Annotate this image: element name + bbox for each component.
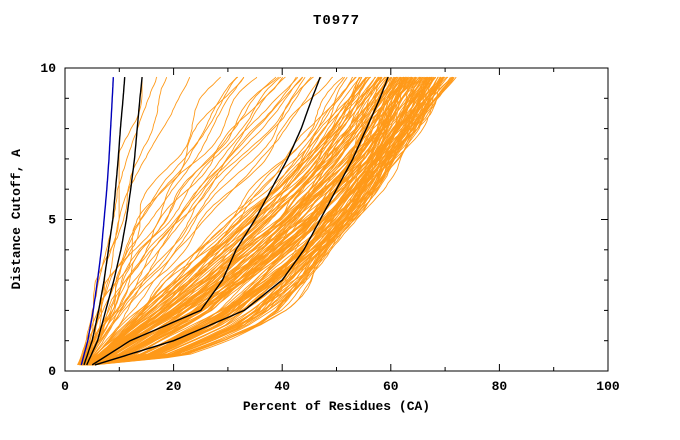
y-axis-label: Distance Cutoff, A — [8, 149, 24, 290]
series-best-model — [80, 77, 114, 366]
chart-title: T0977 — [312, 13, 360, 29]
series-highlight-model-3 — [91, 76, 321, 366]
series-highlight-model-2 — [86, 77, 143, 366]
y-axis-label-wrap: Distance Cutoff, A — [6, 68, 26, 371]
x-tick-label: 60 — [383, 379, 399, 394]
x-tick-label: 0 — [61, 379, 69, 394]
x-tick-label: 80 — [492, 379, 508, 394]
y-tick-label: 0 — [48, 364, 56, 379]
series-highlight-model-1 — [83, 77, 126, 366]
x-tick-label: 40 — [274, 379, 290, 394]
y-tick-label: 5 — [48, 213, 56, 228]
y-tick-label: 10 — [40, 61, 56, 76]
x-axis-label: Percent of Residues (CA) — [242, 399, 431, 414]
x-tick-label: 100 — [596, 379, 620, 394]
model-curve-bundle — [77, 76, 457, 366]
x-tick-label: 20 — [166, 379, 182, 394]
series-highlight-model-4 — [94, 76, 389, 366]
